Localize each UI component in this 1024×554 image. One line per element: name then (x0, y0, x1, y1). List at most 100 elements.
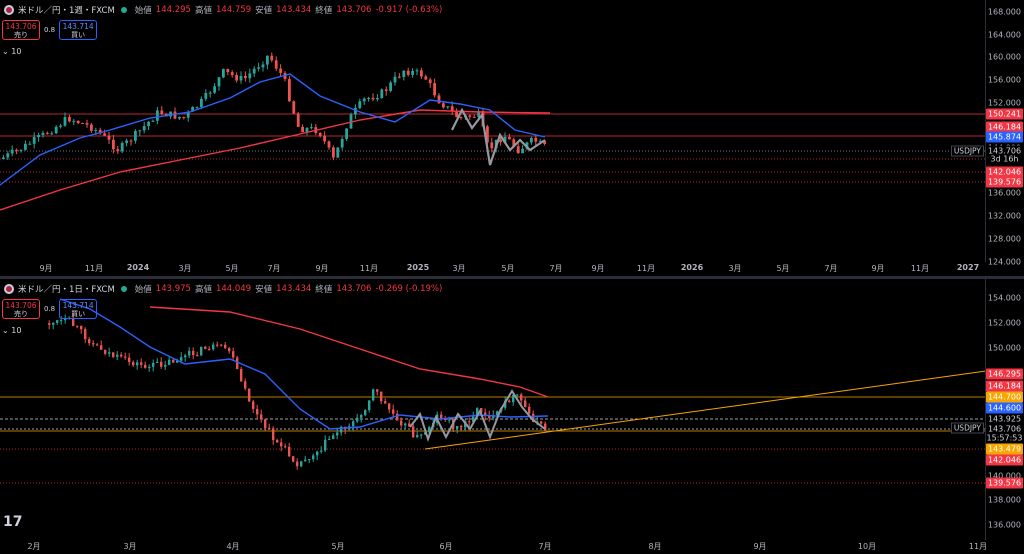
time-tick-label: 2024 (126, 263, 150, 272)
price-tick-label: 132.000 (987, 211, 1021, 221)
time-tick-label: 3月 (178, 264, 192, 273)
us-flag-icon (4, 284, 14, 294)
price-tick-label: 136.000 (987, 520, 1021, 530)
candle-body (472, 116, 476, 118)
time-tick-label: 11月 (359, 264, 379, 273)
indicator-collapse-toggle[interactable]: ⌄ 10 (2, 326, 21, 335)
pane-divider[interactable] (0, 276, 1024, 279)
weekly-chart-canvas[interactable] (0, 0, 986, 262)
candle-body (195, 106, 199, 108)
us-flag-icon (4, 5, 14, 15)
candle-body (96, 344, 99, 346)
candle-body (544, 423, 547, 431)
symbol-title[interactable]: 米ドル／円・1日・FXCM (18, 285, 115, 295)
candle-body (328, 438, 331, 440)
candle-body (72, 317, 75, 326)
pattern-drawing (409, 389, 546, 443)
price-axis-weekly[interactable]: 168.000164.000160.000156.000152.000144.0… (985, 0, 1024, 267)
daily-chart-pane[interactable]: 154.000 152.000 150.000 140.000 138.000 136.0… (0, 279, 1024, 554)
time-tick-label: 11月 (910, 264, 930, 273)
time-tick-label: 9月 (753, 542, 767, 551)
time-tick-label: 5月 (776, 264, 790, 273)
candle-body (52, 322, 55, 325)
candle-body (240, 369, 243, 382)
time-tick-label: 7月 (549, 264, 563, 273)
candle-body (480, 408, 483, 413)
candle-body (156, 361, 159, 363)
candle-body (204, 92, 208, 99)
symbol-title[interactable]: 米ドル／円・1週・FXCM (18, 6, 115, 16)
price-tag: 145.874 (986, 131, 1023, 143)
candle-body (538, 140, 542, 142)
candle-body (356, 417, 359, 422)
candle-body (147, 121, 150, 127)
candle-body (186, 111, 190, 118)
trendline (424, 370, 986, 450)
candle-body (484, 412, 487, 416)
price-tick-label: 152.000 (987, 98, 1021, 108)
candle-body (138, 130, 142, 132)
price-tick-label: 164.000 (987, 30, 1021, 40)
candle-body (261, 64, 265, 68)
sell-button[interactable]: 143.706 売り (2, 20, 40, 40)
sell-button[interactable]: 143.706 売り (2, 299, 40, 319)
candle-body (336, 147, 340, 158)
candle-body (151, 120, 155, 122)
candle-body (404, 423, 407, 426)
close-value: 143.706 (336, 5, 372, 15)
price-tag: 143.479 (986, 443, 1023, 455)
trade-buttons: 143.706 売り 0.8 143.714 買い (2, 299, 98, 319)
price-axis-daily[interactable]: 154.000 152.000 150.000 140.000 138.000 136.0… (985, 279, 1024, 540)
price-tag: 146.184 (986, 380, 1023, 392)
price-tag: 143.706 (986, 423, 1023, 435)
candle-body (472, 416, 475, 422)
candle-body (310, 127, 313, 129)
candle-body (368, 400, 371, 411)
price-tag: 150.241 (986, 108, 1023, 120)
candle-body (388, 403, 391, 410)
candle-body (172, 359, 175, 363)
time-axis-weekly[interactable]: 9月 11月 2024 3月 5月 7月 9月 11月 2025 3月 5月 7月 9月 11月 2026 3… (0, 262, 986, 276)
candle-body (512, 139, 516, 147)
candle-body (90, 124, 93, 131)
time-tick-label: 2月 (27, 542, 41, 551)
indicator-collapse-toggle[interactable]: ⌄ 10 (2, 47, 21, 56)
trade-buttons: 143.706 売り 0.8 143.714 買い (2, 20, 98, 40)
time-tick-label: 4月 (226, 542, 240, 551)
candle-body (37, 134, 40, 138)
candle-body (41, 132, 45, 135)
candle-body (376, 98, 379, 100)
market-open-icon (120, 286, 127, 292)
close-label: 終値 (315, 285, 333, 295)
candle-body (196, 355, 199, 357)
buy-button[interactable]: 143.714 買い (59, 299, 98, 319)
candle-body (540, 421, 543, 424)
time-tick-label: 5月 (501, 264, 515, 273)
candle-body (284, 446, 287, 448)
candle-body (142, 126, 146, 131)
candle-body (15, 149, 18, 151)
indicator-count: 10 (11, 326, 22, 335)
tradingview-logo-icon[interactable]: 17 (3, 514, 23, 530)
ma-slow-line (149, 306, 549, 398)
time-tick-label: 2026 (680, 263, 704, 272)
buy-button[interactable]: 143.714 買い (59, 20, 98, 40)
candle-body (272, 428, 275, 441)
candle-body (80, 325, 83, 330)
candle-body (308, 459, 311, 461)
candle-body (152, 362, 155, 367)
candle-body (296, 461, 299, 467)
candle-body (236, 357, 239, 370)
candle-body (332, 435, 335, 439)
candle-body (217, 77, 221, 87)
candle-body (176, 360, 179, 363)
candle-body (420, 70, 423, 77)
candle-body (327, 141, 331, 148)
candle-body (396, 413, 399, 421)
candle-body (384, 89, 388, 91)
candle-body (376, 389, 379, 392)
price-tag: 15:57:53 (986, 432, 1023, 444)
time-axis-daily[interactable]: 2月 3月 4月 5月 6月 7月 8月 9月 10月 11月 (0, 540, 987, 554)
weekly-chart-pane[interactable]: 168.000164.000160.000156.000152.000144.0… (0, 0, 1024, 276)
daily-chart-canvas[interactable] (0, 279, 986, 540)
